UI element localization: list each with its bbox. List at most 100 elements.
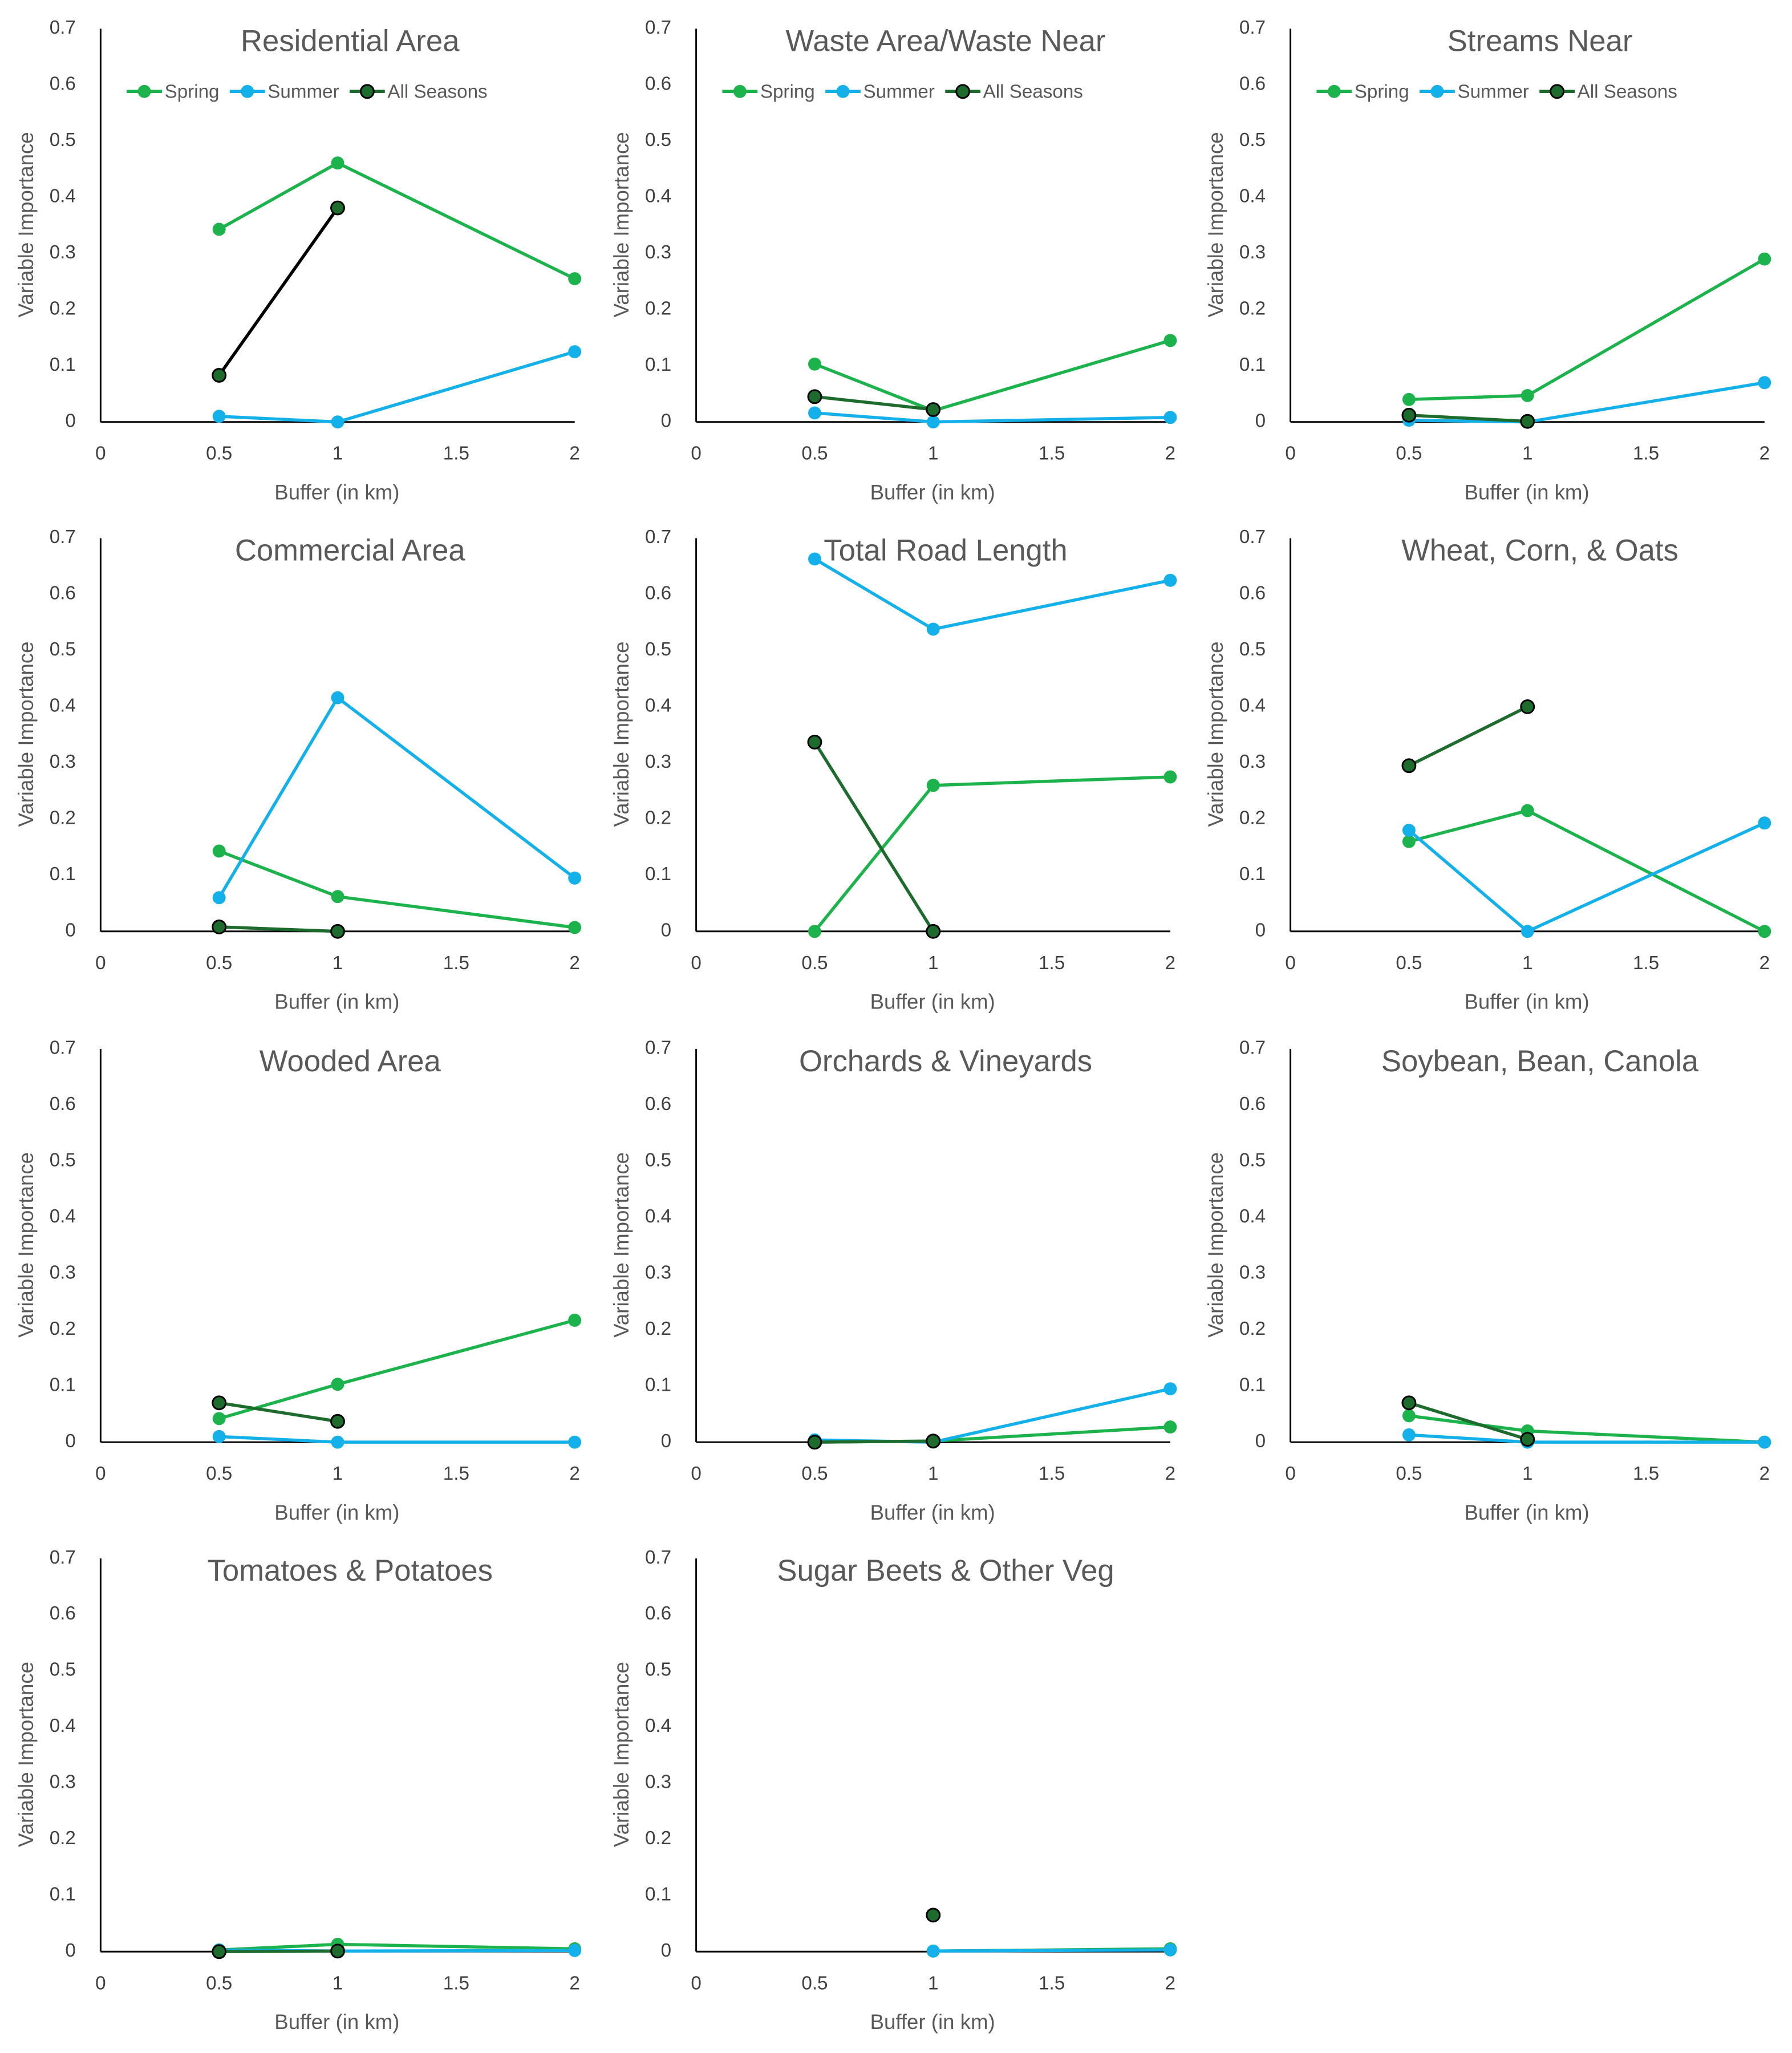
y-tick-label: 0.3 [1239,751,1266,772]
data-point [1163,1420,1177,1434]
data-point [331,1378,344,1391]
x-axis-label: Buffer (in km) [870,990,995,1013]
y-tick-label: 0.3 [50,242,76,263]
chart-title: Sugar Beets & Other Veg [777,1554,1114,1588]
data-point [1758,376,1771,390]
data-point [926,622,940,636]
legend-label: All Seasons [1578,81,1677,102]
x-tick-label: 0 [1285,1463,1295,1484]
x-tick-label: 2 [569,1973,579,1994]
x-tick-label: 0 [95,953,106,974]
x-tick-label: 1 [1522,953,1532,974]
y-tick-label: 0.5 [1239,129,1266,151]
data-point [1401,1395,1417,1411]
legend-label: Spring [165,81,220,102]
y-tick-label: 0.6 [645,583,671,604]
x-tick-label: 2 [1165,1463,1175,1484]
x-tick-label: 0 [691,443,701,464]
x-tick-label: 2 [569,953,579,974]
legend-label: All Seasons [983,81,1083,102]
legend-label: Summer [863,81,935,102]
series-line [814,339,1171,412]
y-tick-label: 0.1 [1239,354,1266,375]
chart-panel: 0 0.1 0.2 0.3 0.4 0.5 0.6 0.7 0 0.5 1 1.5 2 Sugar Bee… [610,1547,1177,2034]
legend-marker [241,84,254,98]
x-axis-label: Buffer (in km) [274,990,399,1013]
y-tick-label: 0.2 [645,298,671,319]
data-point [807,1435,822,1450]
y-tick-label: 0.2 [50,808,76,829]
data-point [1520,699,1535,714]
x-tick-label: 1 [928,443,938,464]
y-tick-label: 0.4 [645,1206,671,1227]
chart-title: Wooded Area [260,1044,441,1078]
y-tick-label: 0 [65,920,75,941]
chart-panel: 0 0.1 0.2 0.3 0.4 0.5 0.6 0.7 0 0.5 1 1.5 2 Orchards … [610,1038,1177,1524]
x-tick-label: 0.5 [206,443,232,464]
y-tick-label: 0.4 [50,1715,76,1736]
x-tick-label: 1 [928,1973,938,1994]
data-point [212,222,226,236]
y-tick-label: 0.6 [645,74,671,95]
data-point [1163,1943,1177,1957]
y-tick-label: 0.6 [50,1603,76,1624]
data-point [212,410,226,423]
series-line [814,395,934,411]
y-tick-label: 0.1 [1239,864,1266,885]
data-point [212,368,227,383]
x-tick-label: 1 [1522,1463,1532,1484]
y-tick-label: 0 [661,410,671,431]
x-tick-label: 0.5 [801,1973,828,1994]
data-point [212,844,226,858]
data-point [808,925,821,938]
x-tick-label: 1 [333,1973,343,1994]
y-tick-label: 0.2 [1239,298,1266,319]
series-line [1408,705,1529,767]
y-tick-label: 0.7 [50,527,76,548]
x-tick-label: 2 [1165,1973,1175,1994]
data-point [331,1435,344,1449]
series-line [814,557,1171,631]
y-tick-label: 0 [661,1431,671,1452]
data-point [808,357,821,371]
chart-panel: 0 0.1 0.2 0.3 0.4 0.5 0.6 0.7 0 0.5 1 1.5 2 Soybean, … [1204,1038,1771,1524]
data-point [1401,407,1417,423]
data-point [1163,411,1177,424]
y-tick-label: 0.5 [645,639,671,660]
y-tick-label: 0 [65,1431,75,1452]
chart-title: Tomatoes & Potatoes [208,1554,493,1588]
x-tick-label: 1.5 [1039,953,1065,974]
y-tick-label: 0.1 [50,1884,76,1905]
x-tick-label: 1.5 [1633,1463,1659,1484]
data-point [808,406,821,420]
y-tick-label: 0 [661,1940,671,1961]
y-tick-label: 0.3 [1239,1262,1266,1283]
y-tick-label: 0 [65,1940,75,1961]
legend-marker [733,84,747,98]
y-tick-label: 0.4 [1239,186,1266,207]
y-axis-label: Variable Importance [610,132,633,317]
x-tick-label: 0.5 [801,443,828,464]
y-tick-label: 0.3 [1239,242,1266,263]
legend-label: Spring [1355,81,1409,102]
data-point [926,1434,941,1449]
x-tick-label: 1 [333,443,343,464]
y-tick-label: 0.4 [50,186,76,207]
y-tick-label: 0.5 [645,129,671,151]
y-tick-label: 0.7 [1239,1038,1266,1059]
data-point [212,919,227,934]
y-axis-label: Variable Importance [1204,132,1227,317]
x-tick-label: 0.5 [1396,443,1422,464]
legend-marker [955,84,971,99]
y-tick-label: 0.6 [1239,74,1266,95]
y-tick-label: 0.6 [645,1094,671,1115]
data-point [1163,573,1177,587]
series-line [218,161,575,281]
x-axis-label: Buffer (in km) [870,1501,995,1524]
series-line [1408,1401,1529,1441]
data-point [926,402,941,417]
legend-marker [1550,84,1565,99]
y-tick-label: 0.5 [50,129,76,151]
